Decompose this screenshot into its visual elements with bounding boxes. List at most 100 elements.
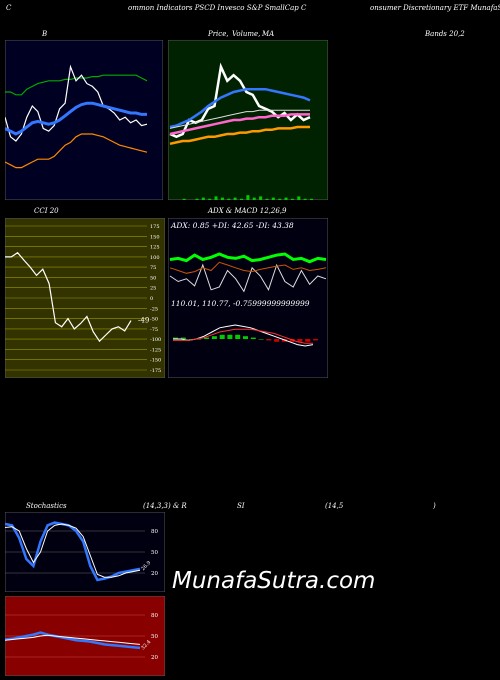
cci-tick-label: 125 (150, 245, 160, 251)
macd-histogram-bar (227, 334, 233, 339)
volume-bar (214, 196, 218, 200)
volume-bar (265, 198, 269, 200)
rsi-rsi-line (5, 631, 141, 650)
volume-bar (208, 198, 212, 200)
macd-histogram-bar (305, 339, 311, 342)
volume-bar (246, 195, 250, 200)
price-ma-blue-line (169, 87, 311, 129)
cci-tick-label: 25 (150, 286, 156, 292)
cci-tick-label: -25 (150, 306, 158, 312)
price-ma-white-line (169, 109, 310, 129)
price-title-c: MA (262, 30, 275, 38)
cci-tick-label: -150 (150, 358, 161, 364)
macd-histogram-bar (188, 339, 194, 340)
macd-signal-line (173, 328, 313, 344)
adx-adx-line (169, 252, 327, 264)
bollinger-title: B (42, 30, 48, 38)
price-ma-orange-line (169, 125, 310, 146)
rsi-tick-label: 20 (151, 655, 158, 661)
macd-histogram-bar (297, 339, 303, 342)
cci-tick-label: 75 (150, 265, 156, 271)
macd-histogram-bar (211, 336, 217, 339)
macd-label: 110.01, 110.77, -0.75999999999999 (171, 299, 310, 308)
price-title-b: Volume, (232, 30, 261, 38)
bands-title: Bands 20,2 (425, 30, 465, 38)
cci-title: CCI 20 (34, 207, 59, 215)
adx-minus-di-line (169, 261, 327, 274)
volume-bar (227, 198, 231, 200)
header-part3: onsumer Discretionary ETF MunafaSutr (370, 4, 500, 12)
macd-histogram-bar (274, 339, 280, 342)
cci-tick-label: -125 (150, 347, 161, 353)
volume-bar (252, 197, 256, 200)
volume-bar (310, 198, 313, 200)
macd-histogram-bar (235, 334, 241, 339)
cci-tick-label: -175 (150, 368, 161, 374)
stoch-title-e: ) (433, 502, 436, 510)
bollinger-price-line (5, 64, 148, 142)
adx-macd-title: ADX & MACD 12,26,9 (208, 207, 287, 215)
bollinger-middle-line (5, 101, 147, 136)
price-bg (168, 40, 328, 200)
stochastics-d-line (5, 523, 141, 578)
macd-histogram-bar (173, 337, 178, 339)
cci-tick-label: 175 (150, 224, 160, 230)
cci-tick-label: 50 (150, 275, 156, 281)
header-part2: ommon Indicators PSCD Invesco S&P SmallC… (128, 4, 307, 12)
macd-histogram-bar (243, 336, 248, 339)
munafasutra-watermark: MunafaSutra.com (172, 568, 376, 594)
cci-tick-label: 100 (150, 255, 160, 261)
header-part1: C (6, 4, 12, 12)
volume-bar (284, 197, 288, 200)
bollinger-lower-line (5, 133, 148, 169)
cci-tick-label: -50 (150, 317, 158, 323)
macd-histogram-bar (266, 339, 272, 341)
stoch-title-c: SI (237, 502, 245, 510)
stoch-title-d: (14,5 (325, 502, 344, 510)
volume-bar (201, 197, 205, 200)
macd-histogram-bar (219, 334, 225, 339)
volume-bar (220, 197, 224, 200)
rsi-tick-label: 50 (151, 634, 158, 640)
cci-tick-label: 0 (150, 296, 153, 302)
adx-label: ADX: 0.85 +DI: 42.65 -DI: 43.38 (170, 221, 294, 230)
cci-line (5, 251, 132, 343)
adx-plus-di-line (169, 263, 327, 293)
cci-panel: 175 150 125 100 75 50 25 0 -25 -50 -75 -100 -125 -150… (5, 218, 165, 378)
macd-histogram-bar (204, 337, 210, 339)
adx-bg (168, 218, 328, 378)
bollinger-upper-line (5, 74, 148, 96)
stochastics-tick-label: 50 (151, 550, 158, 556)
stochastics-tick-label: 80 (151, 529, 158, 535)
volume-bar (233, 197, 237, 200)
adx-panel: ADX: 0.85 +DI: 42.65 -DI: 43.38 110.01, … (168, 218, 328, 378)
cci-tick-label: -75 (150, 327, 158, 333)
volume-bar (182, 198, 186, 200)
price-ma-pink-line (169, 113, 310, 136)
cci-tick-label: 150 (150, 234, 160, 240)
price-panel (168, 40, 328, 200)
stochastics-tick-label: 20 (151, 571, 158, 577)
stochastics-k-line (5, 521, 141, 582)
volume-bar (290, 198, 294, 200)
macd-histogram-bar (313, 339, 318, 341)
rsi-tick-label: 80 (151, 613, 158, 619)
volume-bar (195, 198, 199, 200)
cci-tick-label: -100 (150, 337, 161, 343)
cci-last-label: -49 (138, 317, 149, 325)
macd-histogram-bar (196, 339, 202, 340)
macd-histogram-bar (258, 339, 264, 340)
bollinger-bg (5, 40, 163, 200)
volume-bar (271, 197, 275, 200)
volume-bar (240, 198, 243, 200)
stoch-title-b: (14,3,3) & R (143, 502, 187, 510)
rsi-rsi-ma-line (5, 634, 141, 645)
volume-bar (297, 196, 301, 200)
volume-bar (303, 198, 307, 200)
macd-histogram-bar (250, 337, 256, 339)
bollinger-panel (5, 40, 163, 200)
macd-histogram-bar (180, 337, 186, 339)
stoch-title-a: Stochastics (26, 502, 67, 510)
